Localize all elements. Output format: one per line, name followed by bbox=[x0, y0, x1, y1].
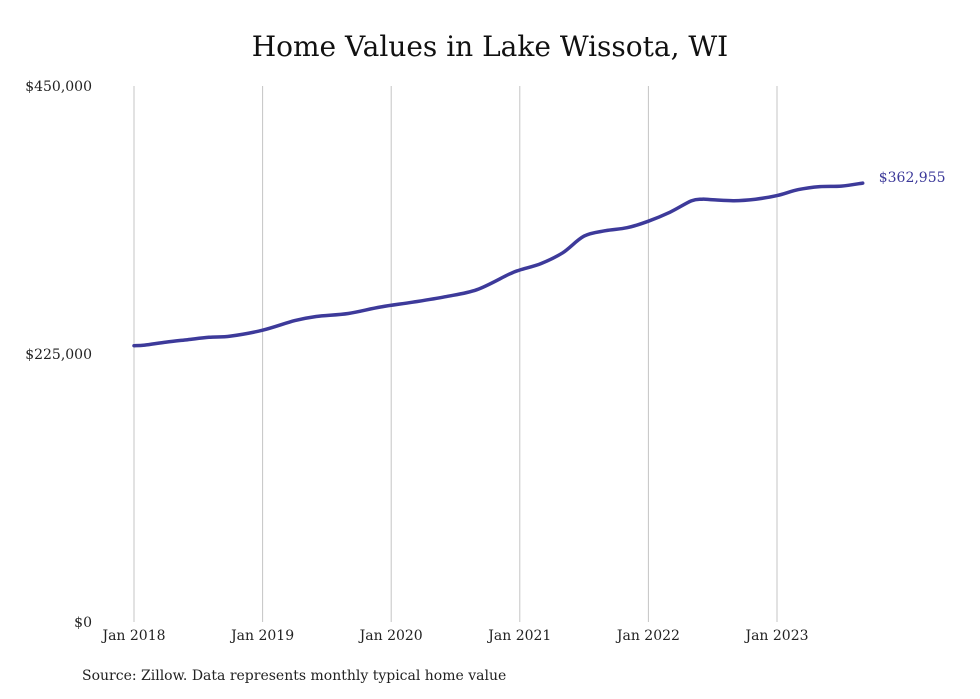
x-tick-label: Jan 2022 bbox=[615, 628, 680, 644]
y-tick-label: $0 bbox=[74, 615, 92, 631]
y-axis-ticks: $0 $225,000 $450,000 bbox=[25, 79, 92, 631]
x-tick-label: Jan 2019 bbox=[229, 628, 294, 644]
source-note: Source: Zillow. Data represents monthly … bbox=[82, 668, 507, 684]
x-tick-label: Jan 2023 bbox=[743, 628, 808, 644]
y-tick-label: $450,000 bbox=[25, 79, 92, 95]
end-value-label: $362,955 bbox=[879, 170, 946, 186]
x-tick-label: Jan 2018 bbox=[100, 628, 165, 644]
x-tick-label: Jan 2020 bbox=[358, 628, 423, 644]
y-tick-label: $225,000 bbox=[25, 347, 92, 363]
series-line bbox=[132, 181, 865, 348]
gridlines bbox=[133, 86, 778, 622]
x-tick-label: Jan 2021 bbox=[486, 628, 551, 644]
chart-title: Home Values in Lake Wissota, WI bbox=[251, 30, 729, 63]
x-axis-ticks: Jan 2018 Jan 2019 Jan 2020 Jan 2021 Jan 2022… bbox=[100, 628, 808, 644]
